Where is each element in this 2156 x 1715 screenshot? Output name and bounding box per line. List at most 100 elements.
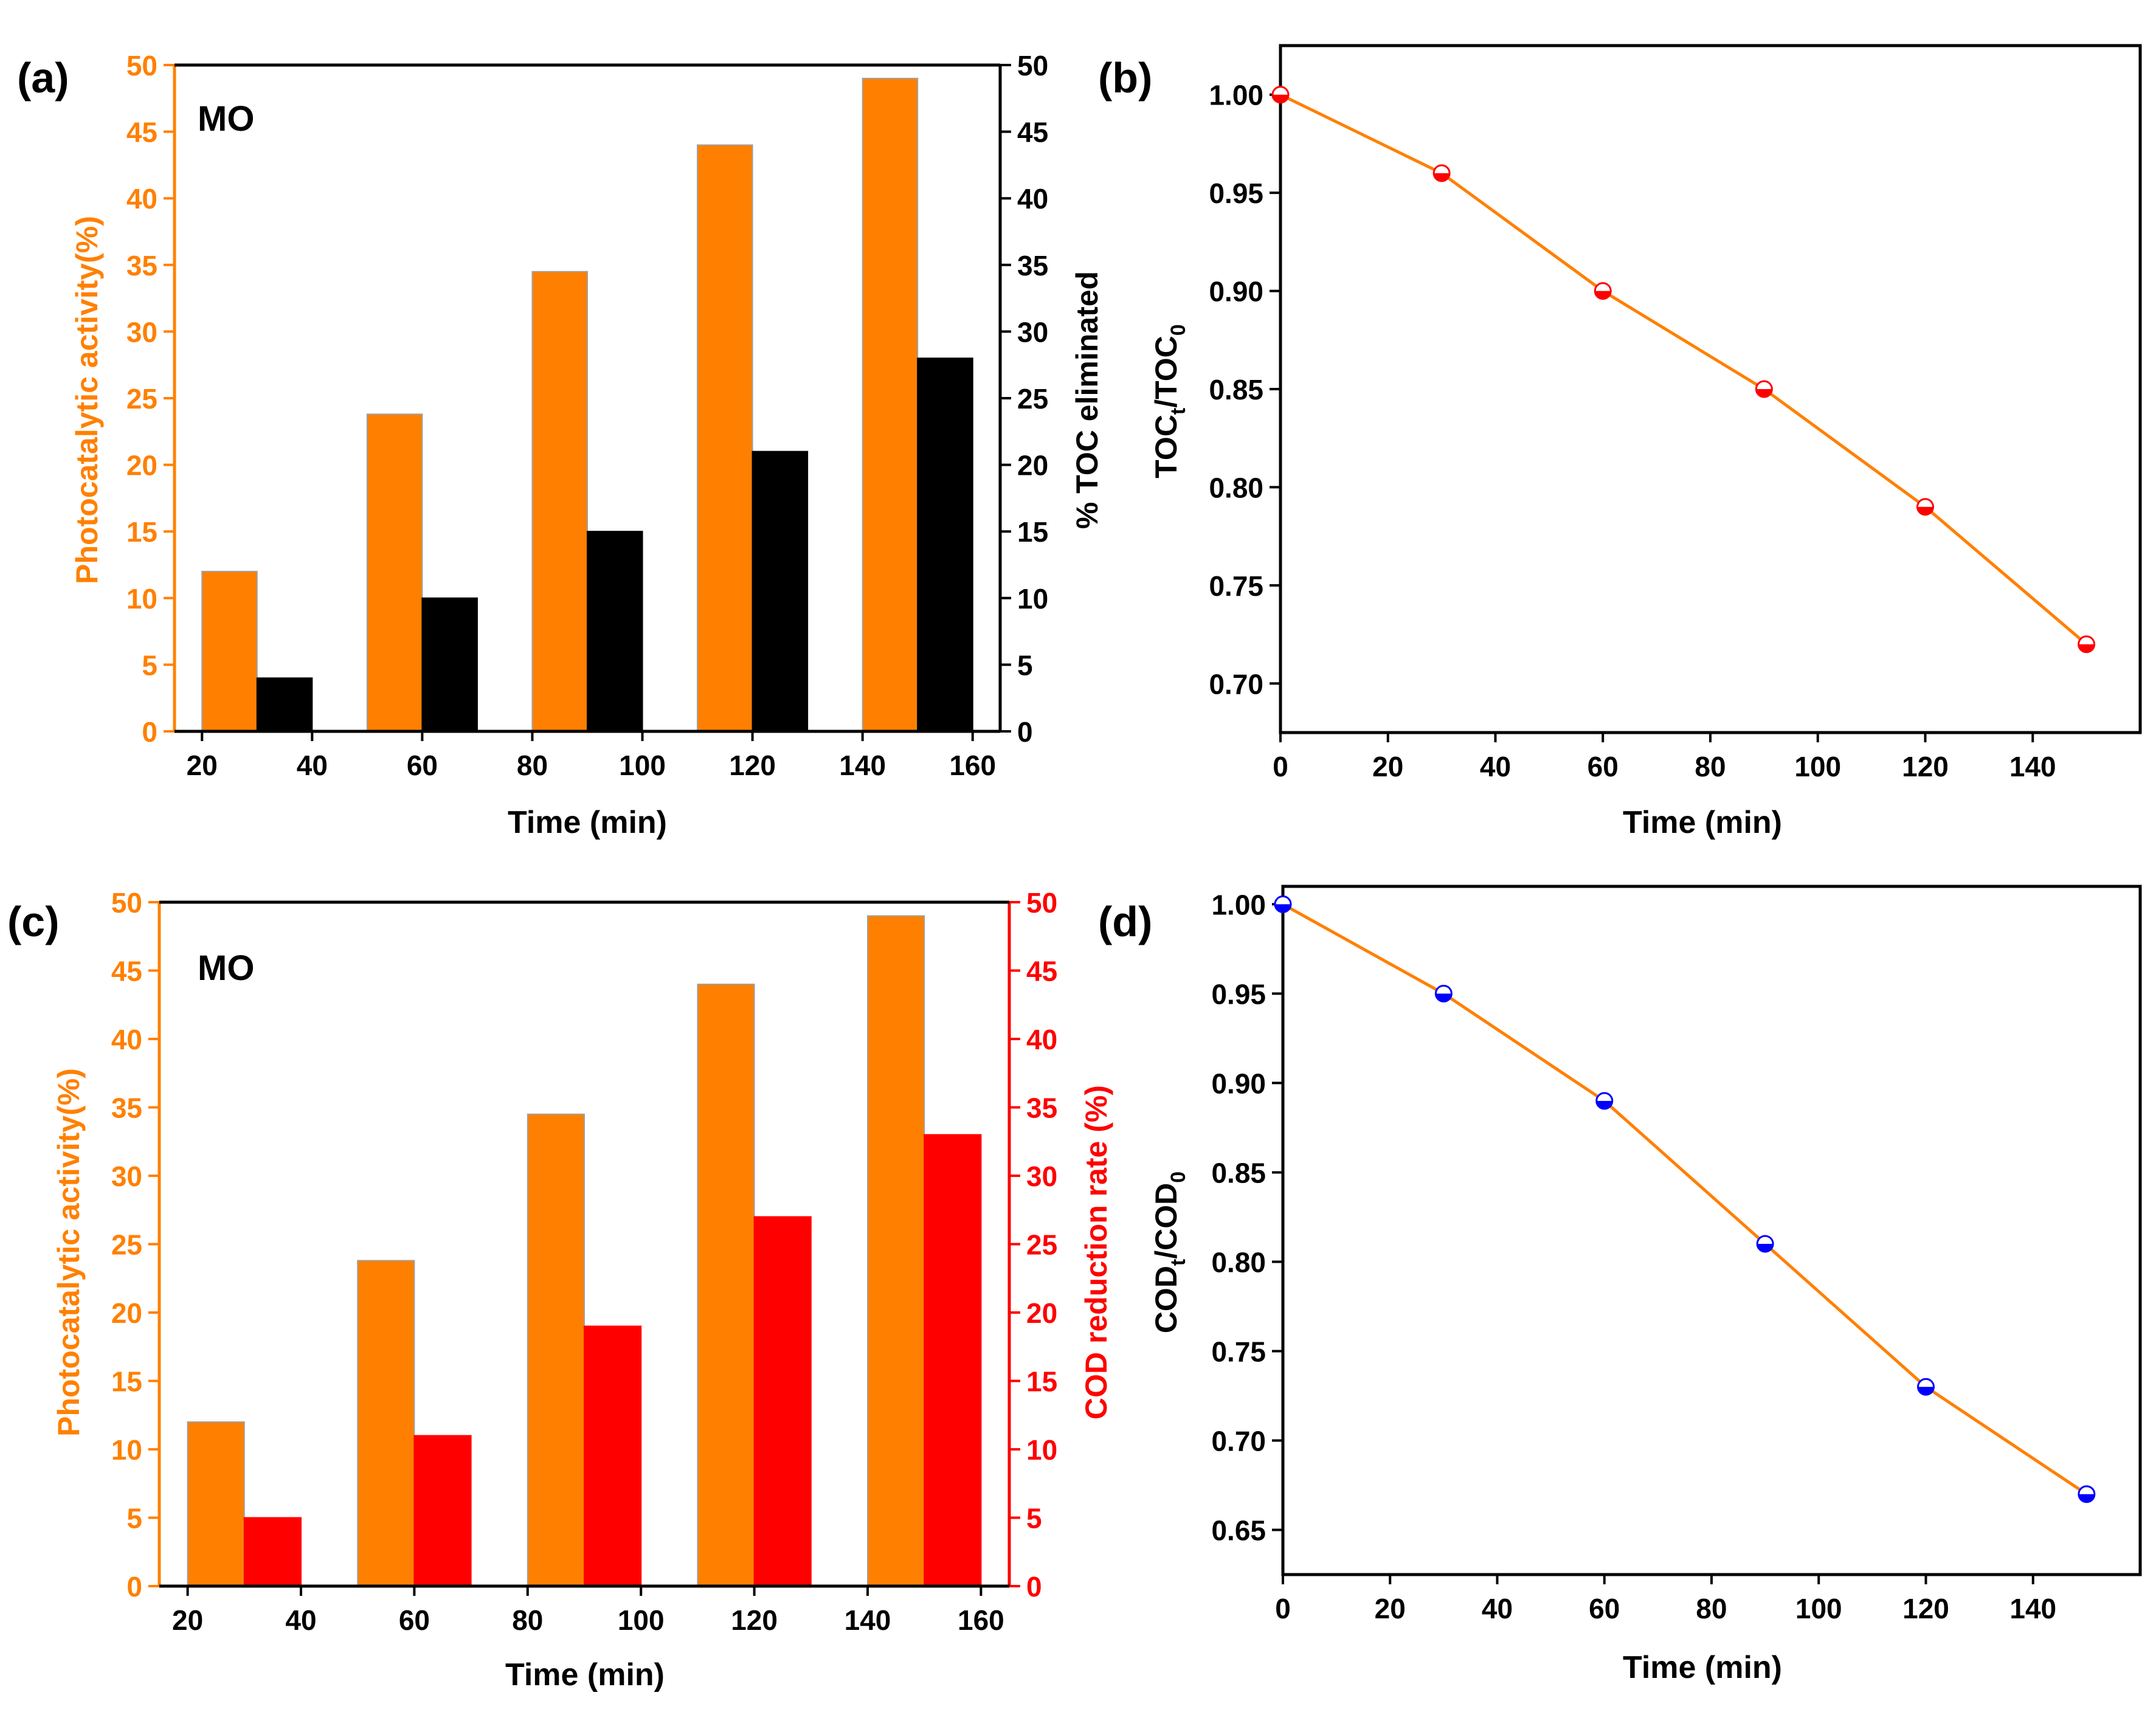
panel-b-ytick-label: 0.80: [1209, 472, 1263, 503]
panel-d-xtick-label: 120: [1902, 1593, 1949, 1624]
panel-c-annotation: MO: [198, 948, 254, 988]
panel-c-ytick-label-right: 20: [1026, 1297, 1057, 1329]
panel-a-ytick-label-left: 25: [126, 383, 157, 415]
panel-d-ytick-label: 0.95: [1211, 978, 1266, 1010]
panel-c-xtick-label: 100: [618, 1604, 665, 1636]
panel-a-xtick-label: 80: [517, 750, 548, 781]
panel-b-xtick-label: 0: [1273, 751, 1288, 782]
panel-d-ytick-label: 0.85: [1211, 1157, 1266, 1189]
panel-a-ytick-label-right: 35: [1017, 250, 1048, 281]
panel-a-ytick-label-left: 15: [126, 516, 157, 548]
panel-c-ytick-label-right: 5: [1026, 1503, 1042, 1534]
panel-c-plot: 0 0 5 5 10 10 15 15 20 20 25 25 30 30 35 35 40 40 45 45 50 50…: [111, 887, 1057, 1636]
panel-c-ytick-label-right: 35: [1026, 1092, 1057, 1124]
panel-d-ytick-label: 0.65: [1211, 1514, 1266, 1546]
panel-a-xtick-label: 40: [297, 750, 328, 781]
panel-a-ytick-label-left: 45: [126, 117, 157, 148]
panel-d-ytick-label: 0.80: [1211, 1246, 1266, 1278]
panel-a-bar-activity-2: [531, 271, 589, 732]
panel-d-marker-fill-4: [1918, 1387, 1934, 1395]
panel-c-bar-activity-4: [867, 915, 925, 1587]
panel-d-ytick-label: 0.75: [1211, 1336, 1266, 1367]
panel-a-ylabel-right: % TOC eliminated: [1070, 271, 1104, 529]
panel-c-bar-right-0: [243, 1517, 302, 1587]
panel-a-bar-activity-3: [697, 144, 753, 732]
panel-b-ylabel-slash: /TOC: [1149, 336, 1183, 408]
panel-a-ytick-label-right: 40: [1017, 183, 1048, 215]
panel-c-xtick-label: 60: [399, 1604, 430, 1636]
panel-b-ytick-label: 0.85: [1209, 374, 1263, 405]
panel-d-xtick-label: 20: [1375, 1593, 1406, 1624]
panel-c-bar-activity-2: [527, 1113, 585, 1587]
panel-b-ytick-label: 0.75: [1209, 570, 1263, 602]
panel-b-ylabel-main: TOC: [1149, 415, 1183, 478]
panel-c-bar-activity-3: [697, 984, 755, 1587]
panel-c-ylabel-left: Photocatalytic activity(%): [52, 1068, 86, 1437]
panel-d-ylabel-sub1: t: [1167, 1259, 1190, 1266]
panel-a-ytick-label-right: 15: [1017, 516, 1048, 548]
panel-d-xlabel: Time (min): [1623, 1650, 1782, 1685]
panel-c-xtick-label: 140: [845, 1604, 891, 1636]
panel-c-xtick-label: 80: [512, 1604, 543, 1636]
panel-a-ytick-label-right: 10: [1017, 583, 1048, 615]
panel-a: (a) 0 0 5 5 10 10 15 15 20 20 25 25 30 30 35 35 40 40 45 45…: [17, 50, 1104, 840]
panel-c-bar-right-4: [924, 1134, 982, 1587]
panel-a-ytick-label-left: 50: [126, 50, 157, 81]
panel-b-plot: 0.70 0.75 0.80 0.85 0.90 0.95 1.00 0 20 40 60 80 100…: [1209, 44, 2142, 782]
panel-c-ytick-label-left: 0: [126, 1571, 142, 1603]
panel-b-marker-fill-4: [1917, 506, 1933, 515]
panel-b-ytick-label: 0.70: [1209, 668, 1263, 700]
panel-c-bar-activity-0: [187, 1421, 245, 1587]
panel-b-marker-fill-2: [1595, 291, 1611, 299]
panel-c-bar-right-2: [584, 1325, 642, 1587]
panel-d-marker-fill-3: [1757, 1244, 1774, 1252]
panel-c-ytick-label-right: 25: [1026, 1229, 1057, 1261]
panel-b-xtick-label: 100: [1794, 751, 1841, 782]
panel-c-ytick-label-right: 0: [1026, 1571, 1042, 1603]
panel-c-xtick-label: 40: [285, 1604, 316, 1636]
panel-b: (b) 0.70 0.75 0.80 0.85 0.90 0.95 1.00 0 20 40 60 8…: [1098, 44, 2142, 840]
panel-d-series-line: [1282, 903, 2088, 1496]
panel-a-xtick-label: 120: [729, 750, 776, 781]
panel-a-ytick-label-right: 45: [1017, 117, 1048, 148]
panel-c-ytick-label-left: 20: [111, 1297, 142, 1329]
panel-b-ylabel-sub1: t: [1167, 408, 1190, 415]
panel-d-plot: 0.65 0.70 0.75 0.80 0.85 0.90 0.95 1.00 0 20 40 60 8…: [1211, 885, 2142, 1624]
panel-a-bar-right-0: [256, 677, 313, 732]
panel-d-xtick-label: 0: [1275, 1593, 1291, 1624]
panel-d-label: (d): [1098, 898, 1152, 945]
panel-b-ylabel-sub2: 0: [1167, 324, 1190, 336]
panel-a-ytick-label-right: 25: [1017, 383, 1048, 415]
panel-b-marker-fill-5: [2078, 644, 2095, 652]
panel-c-bar-activity-1: [357, 1260, 415, 1587]
panel-c-ylabel-right: COD reduction rate (%): [1079, 1085, 1113, 1420]
panel-a-annotation: MO: [198, 99, 254, 139]
panel-b-marker-fill-0: [1273, 94, 1288, 103]
panel-d-marker-fill-5: [2078, 1494, 2095, 1502]
panel-b-xlabel: Time (min): [1623, 805, 1782, 840]
panel-c-bar-right-1: [413, 1435, 472, 1587]
panel-a-bar-activity-1: [366, 413, 423, 732]
panel-c-ytick-label-right: 50: [1026, 887, 1057, 919]
panel-a-xtick-label: 100: [619, 750, 666, 781]
panel-c-ytick-label-left: 50: [111, 887, 142, 919]
panel-c-ytick-label-right: 15: [1026, 1366, 1057, 1398]
panel-b-xtick-label: 80: [1695, 751, 1726, 782]
panel-c-ytick-label-left: 40: [111, 1024, 142, 1055]
panel-a-ytick-label-right: 30: [1017, 316, 1048, 348]
panel-a-ytick-label-left: 5: [142, 649, 157, 681]
panel-c-ytick-label-left: 25: [111, 1229, 142, 1261]
panel-c-ytick-label-left: 35: [111, 1092, 142, 1124]
panel-a-ytick-label-right: 5: [1017, 649, 1033, 681]
panel-a-plot: 0 0 5 5 10 10 15 15 20 20 25 25 30 30 35 35 40 40 45 45 50 50…: [126, 50, 1048, 781]
panel-a-xlabel: Time (min): [508, 805, 667, 840]
panel-b-ytick-label: 0.95: [1209, 178, 1263, 209]
panel-d-xtick-label: 80: [1696, 1593, 1727, 1624]
panel-a-xtick-label: 160: [949, 750, 996, 781]
panel-a-bar-right-2: [587, 531, 643, 732]
panel-c-ytick-label-left: 45: [111, 956, 142, 987]
panel-c-xtick-label: 160: [958, 1604, 1004, 1636]
panel-d-marker-fill-1: [1436, 993, 1452, 1002]
panel-d-xtick-label: 60: [1589, 1593, 1620, 1624]
